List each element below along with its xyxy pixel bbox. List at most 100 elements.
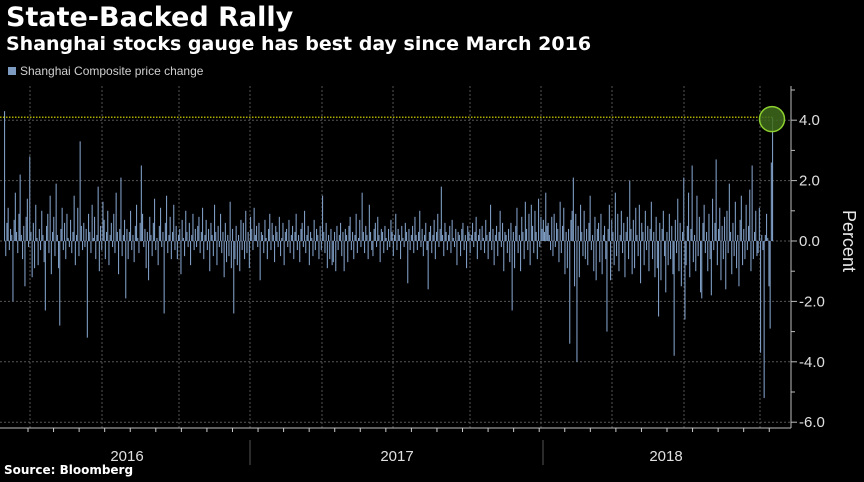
bar [335,241,337,272]
bar [194,228,196,241]
bar [410,234,412,241]
bar [482,237,484,241]
bar [455,228,457,241]
chart-subtitle: Shanghai stocks gauge has best day since… [6,33,592,55]
bar [104,241,106,260]
bar [624,241,626,278]
bar [206,241,208,251]
bar [283,241,285,266]
y-tick-label: 0.0 [799,233,820,250]
bar [762,241,764,251]
bar [750,241,752,272]
bar [320,241,322,251]
bar [590,241,592,251]
bar [66,213,68,241]
bar [386,241,388,251]
bar [94,216,96,241]
source-note: Source: Bloomberg [4,463,134,477]
bar [474,231,476,241]
bar [239,241,241,272]
bar [539,241,541,248]
bar [713,241,715,251]
bar [422,241,424,257]
bar [526,228,528,241]
bar [248,241,250,269]
bar [403,241,405,248]
bar [64,222,66,241]
bar [433,219,435,241]
bar [418,231,420,241]
bar [574,241,576,287]
bar [100,225,102,241]
bar [50,241,52,275]
bar [529,241,531,266]
bar [758,207,760,241]
bar [88,213,90,241]
bar [449,225,451,241]
bar [560,241,562,254]
bar [19,174,21,241]
bar [664,241,666,257]
bar [420,241,422,248]
bar [505,234,507,241]
bar [749,189,751,241]
bar [242,222,244,241]
bar [204,234,206,241]
bar [619,234,621,241]
bar [587,241,589,266]
bar [179,228,181,241]
bar [739,219,741,241]
bar [658,241,660,317]
bar [439,228,441,241]
bar [132,234,134,241]
bar [78,241,80,257]
bar [298,234,300,241]
bar [280,241,282,257]
bar [163,241,165,314]
bar [16,231,18,241]
bar [514,241,516,269]
bar [29,156,31,241]
bar [374,222,376,241]
bar [731,241,733,275]
bar [720,241,722,281]
bar [666,231,668,241]
bar [86,241,88,338]
bar [214,204,216,241]
y-tick-label: 4.0 [799,112,820,129]
bar [121,241,123,257]
bar [205,219,207,241]
bar [169,216,171,241]
bar [706,231,708,241]
bar [301,222,303,241]
bar [240,219,242,241]
bar [300,228,302,241]
bar [520,241,522,272]
bar [769,241,771,329]
bar [606,241,608,332]
y-tick-label: -6.0 [799,414,825,431]
bar [407,241,409,284]
bar [646,241,648,251]
bar [425,222,427,241]
bar [546,225,548,241]
bar [660,241,662,281]
bar [451,219,453,241]
bar [485,219,487,241]
bar [101,241,103,251]
bar [318,241,320,260]
bar [734,201,736,241]
bar [188,222,190,241]
bar [113,213,115,241]
bar [702,222,704,241]
bar [522,231,524,241]
bar [724,216,726,241]
bar [534,210,536,241]
bar [326,241,328,269]
bar [142,213,144,241]
bar [596,228,598,241]
bar [218,241,220,248]
bar [224,222,226,241]
bar [770,162,772,241]
bar [680,241,682,287]
